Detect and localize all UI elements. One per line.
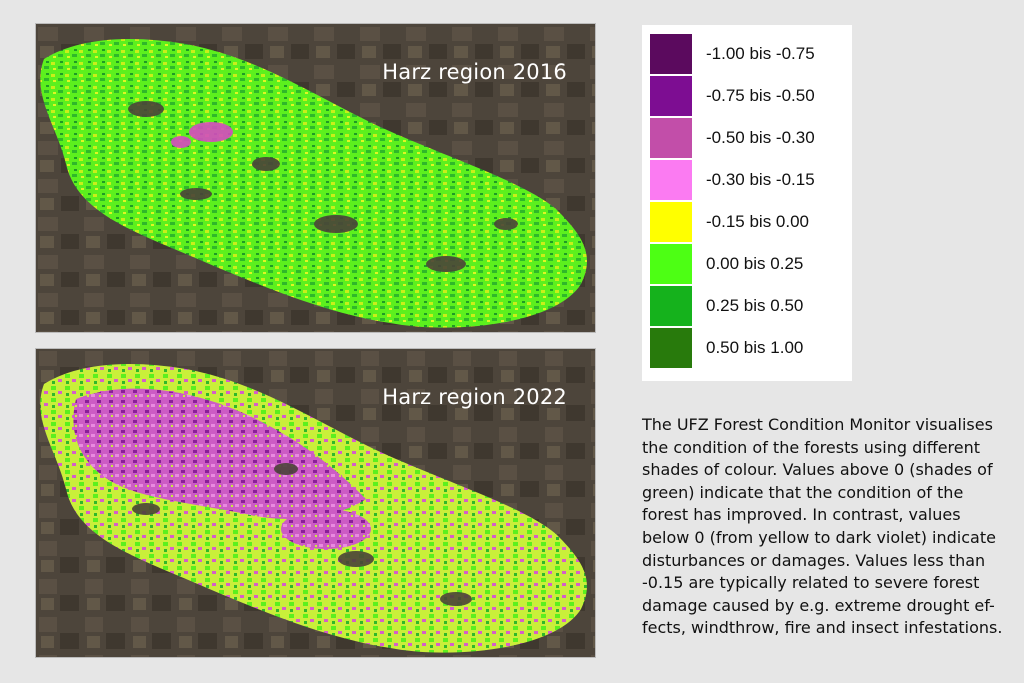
legend-swatch [650,76,692,116]
legend-item: -0.30 bis -0.15 [650,159,850,201]
damaged-area-2022 [73,388,367,519]
forest-area-2016 [40,39,587,328]
map-title-2022: Harz region 2022 [382,385,567,409]
legend-swatch [650,118,692,158]
legend-item: 0.00 bis 0.25 [650,243,850,285]
legend-item: 0.25 bis 0.50 [650,285,850,327]
legend-swatch [650,286,692,326]
legend-item: -1.00 bis -0.75 [650,33,850,75]
forest-map-2022 [36,349,595,657]
legend-label: 0.25 bis 0.50 [706,296,804,315]
legend-label: -0.30 bis -0.15 [706,170,815,189]
forest-map-2016 [36,24,595,332]
legend-item: 0.50 bis 1.00 [650,327,850,369]
legend-item: -0.15 bis 0.00 [650,201,850,243]
description-text: The UFZ Forest Condition Monitor visuali… [642,415,1003,638]
legend-swatch [650,160,692,200]
legend-swatch [650,328,692,368]
legend: -1.00 bis -0.75 -0.75 bis -0.50 -0.50 bi… [642,25,852,381]
legend-label: -0.50 bis -0.30 [706,128,815,147]
map-title-2016: Harz region 2016 [382,60,567,84]
legend-swatch [650,244,692,284]
legend-label: -0.15 bis 0.00 [706,212,810,231]
legend-item: -0.75 bis -0.50 [650,75,850,117]
legend-swatch [650,34,692,74]
legend-label: 0.00 bis 0.25 [706,254,804,273]
legend-swatch [650,202,692,242]
legend-item: -0.50 bis -0.30 [650,117,850,159]
legend-label: 0.50 bis 1.00 [706,338,804,357]
map-harz-2022: Harz region 2022 [35,348,596,658]
map-harz-2016: Harz region 2016 [35,23,596,333]
legend-label: -1.00 bis -0.75 [706,44,815,63]
legend-label: -0.75 bis -0.50 [706,86,815,105]
